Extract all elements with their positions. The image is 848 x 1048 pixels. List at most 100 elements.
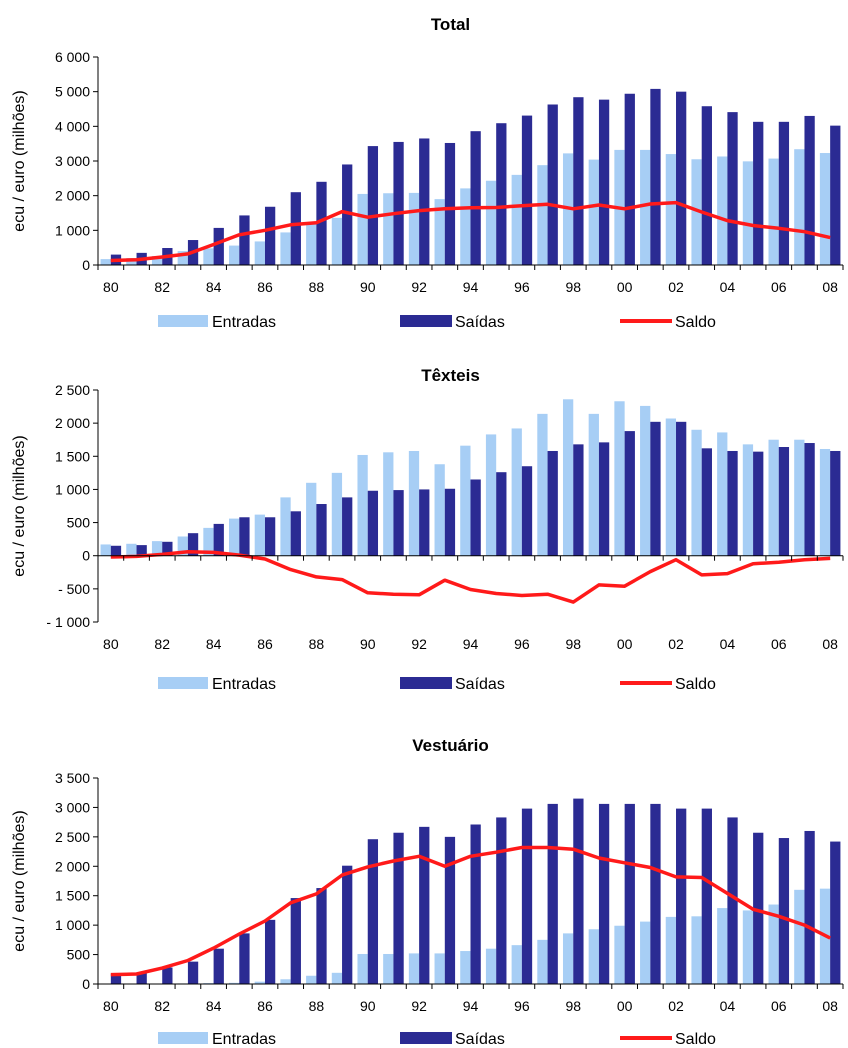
bar-entradas-96 bbox=[511, 428, 522, 556]
chart-panel-2: Têxteis ecu / euro (milhões) - 1 000 - 500 0… bbox=[11, 366, 844, 693]
x-tick-label: 00 bbox=[617, 279, 633, 295]
y-tick-label: 2 000 bbox=[55, 858, 90, 874]
bar-saidas-01 bbox=[650, 803, 661, 984]
x-tick-label: 04 bbox=[720, 279, 736, 295]
bar-entradas-97 bbox=[537, 939, 548, 984]
bar-saidas-00 bbox=[624, 803, 635, 984]
line-saldo bbox=[110, 200, 831, 263]
bar-entradas-99 bbox=[588, 929, 599, 984]
legend: Entradas Saídas Saldo bbox=[158, 676, 716, 693]
x-tick-label: 82 bbox=[154, 636, 170, 652]
bar-saidas-88 bbox=[316, 504, 327, 556]
legend: Entradas Saídas Saldo bbox=[158, 314, 716, 331]
bar-entradas-97 bbox=[537, 413, 548, 556]
legend-swatch-entradas bbox=[158, 677, 208, 689]
bar-saidas-02 bbox=[676, 808, 687, 984]
bar-entradas-95 bbox=[485, 948, 497, 984]
bar-saidas-87 bbox=[290, 511, 301, 556]
legend-swatch-entradas bbox=[158, 315, 208, 327]
bar-saidas-98 bbox=[573, 97, 584, 265]
bar-entradas-06 bbox=[768, 158, 779, 265]
bar-entradas-04 bbox=[717, 908, 728, 984]
legend-label-entradas: Entradas bbox=[212, 1031, 276, 1048]
bar-entradas-85 bbox=[229, 245, 240, 265]
bar-entradas-82 bbox=[151, 255, 163, 265]
bar-saidas-07 bbox=[804, 115, 815, 265]
bar-saidas-00 bbox=[624, 431, 635, 556]
y-tick-label: 0 bbox=[82, 548, 90, 564]
x-tick-label: 94 bbox=[463, 636, 479, 652]
bar-entradas-83 bbox=[177, 536, 188, 556]
bar-entradas-05 bbox=[742, 161, 754, 265]
legend-label-entradas: Entradas bbox=[212, 314, 276, 331]
bar-saidas-96 bbox=[521, 808, 533, 984]
bar-entradas-83 bbox=[177, 251, 188, 265]
bar-entradas-94 bbox=[460, 445, 471, 556]
bar-saidas-97 bbox=[547, 803, 558, 984]
bar-saidas-03 bbox=[701, 808, 712, 984]
x-tick-label: 90 bbox=[360, 279, 376, 295]
bar-entradas-82 bbox=[151, 541, 163, 556]
chart-title: Total bbox=[431, 15, 470, 34]
y-tick-label: 2 500 bbox=[55, 382, 90, 398]
y-tick-label: 1 000 bbox=[55, 481, 90, 497]
bar-entradas-85 bbox=[229, 982, 240, 984]
x-tick-label: 86 bbox=[257, 998, 273, 1014]
bar-entradas-02 bbox=[665, 916, 677, 984]
y-axis-label: ecu / euro (milhões) bbox=[11, 435, 28, 576]
bar-saidas-93 bbox=[444, 836, 456, 984]
bar-saidas-02 bbox=[676, 91, 687, 266]
bar-saidas-80 bbox=[110, 545, 122, 556]
bar-entradas-01 bbox=[640, 405, 651, 556]
bar-entradas-87 bbox=[280, 979, 291, 984]
x-tick-label: 96 bbox=[514, 636, 530, 652]
bar-saidas-81 bbox=[136, 545, 147, 556]
bar-entradas-88 bbox=[306, 224, 317, 265]
bar-entradas-80 bbox=[100, 544, 111, 556]
bar-entradas-88 bbox=[306, 482, 317, 556]
legend-label-saldo: Saldo bbox=[675, 314, 716, 331]
bar-saidas-81 bbox=[136, 972, 147, 984]
bar-entradas-00 bbox=[614, 401, 625, 556]
bar-saidas-83 bbox=[187, 533, 199, 556]
y-tick-label: 1 500 bbox=[55, 448, 90, 464]
bar-saidas-08 bbox=[830, 841, 841, 984]
x-tick-label: 06 bbox=[771, 636, 787, 652]
bar-saidas-89 bbox=[342, 164, 353, 265]
bar-saidas-95 bbox=[496, 123, 507, 265]
bar-saidas-95 bbox=[496, 472, 507, 556]
legend-label-saidas: Saídas bbox=[455, 314, 505, 331]
bar-entradas-94 bbox=[460, 188, 471, 265]
bar-saidas-80 bbox=[110, 973, 122, 984]
bar-saidas-82 bbox=[162, 967, 173, 984]
bar-entradas-99 bbox=[588, 413, 599, 556]
chart-panel-3: Vestuário ecu / euro (milhões) 0 500 1 000 1 … bbox=[11, 736, 844, 1048]
bar-saidas-92 bbox=[419, 138, 430, 265]
x-tick-label: 08 bbox=[822, 998, 838, 1014]
y-tick-label: 3 000 bbox=[55, 153, 90, 169]
bar-entradas-05 bbox=[742, 910, 754, 984]
bar-entradas-92 bbox=[408, 192, 420, 265]
bar-saidas-94 bbox=[470, 479, 481, 556]
legend-label-saidas: Saídas bbox=[455, 676, 505, 693]
bar-saidas-84 bbox=[213, 227, 224, 265]
legend: Entradas Saídas Saldo bbox=[158, 1031, 716, 1048]
bar-saidas-93 bbox=[444, 488, 456, 556]
bar-saidas-04 bbox=[727, 112, 738, 266]
bar-saidas-84 bbox=[213, 948, 224, 984]
bar-entradas-01 bbox=[640, 149, 651, 265]
x-tick-label: 88 bbox=[309, 279, 325, 295]
x-tick-label: 86 bbox=[257, 636, 273, 652]
bar-entradas-02 bbox=[665, 418, 677, 556]
bar-saidas-82 bbox=[162, 541, 173, 556]
line-saldo bbox=[110, 549, 831, 604]
y-tick-label: 5 000 bbox=[55, 84, 90, 100]
x-tick-label: 86 bbox=[257, 279, 273, 295]
bar-saidas-05 bbox=[753, 832, 764, 984]
bar-saidas-90 bbox=[367, 146, 379, 265]
x-tick-label: 98 bbox=[565, 636, 581, 652]
bar-entradas-84 bbox=[203, 248, 214, 265]
chart-title: Vestuário bbox=[412, 736, 489, 755]
bar-entradas-91 bbox=[383, 193, 394, 265]
bar-saidas-91 bbox=[393, 141, 404, 265]
